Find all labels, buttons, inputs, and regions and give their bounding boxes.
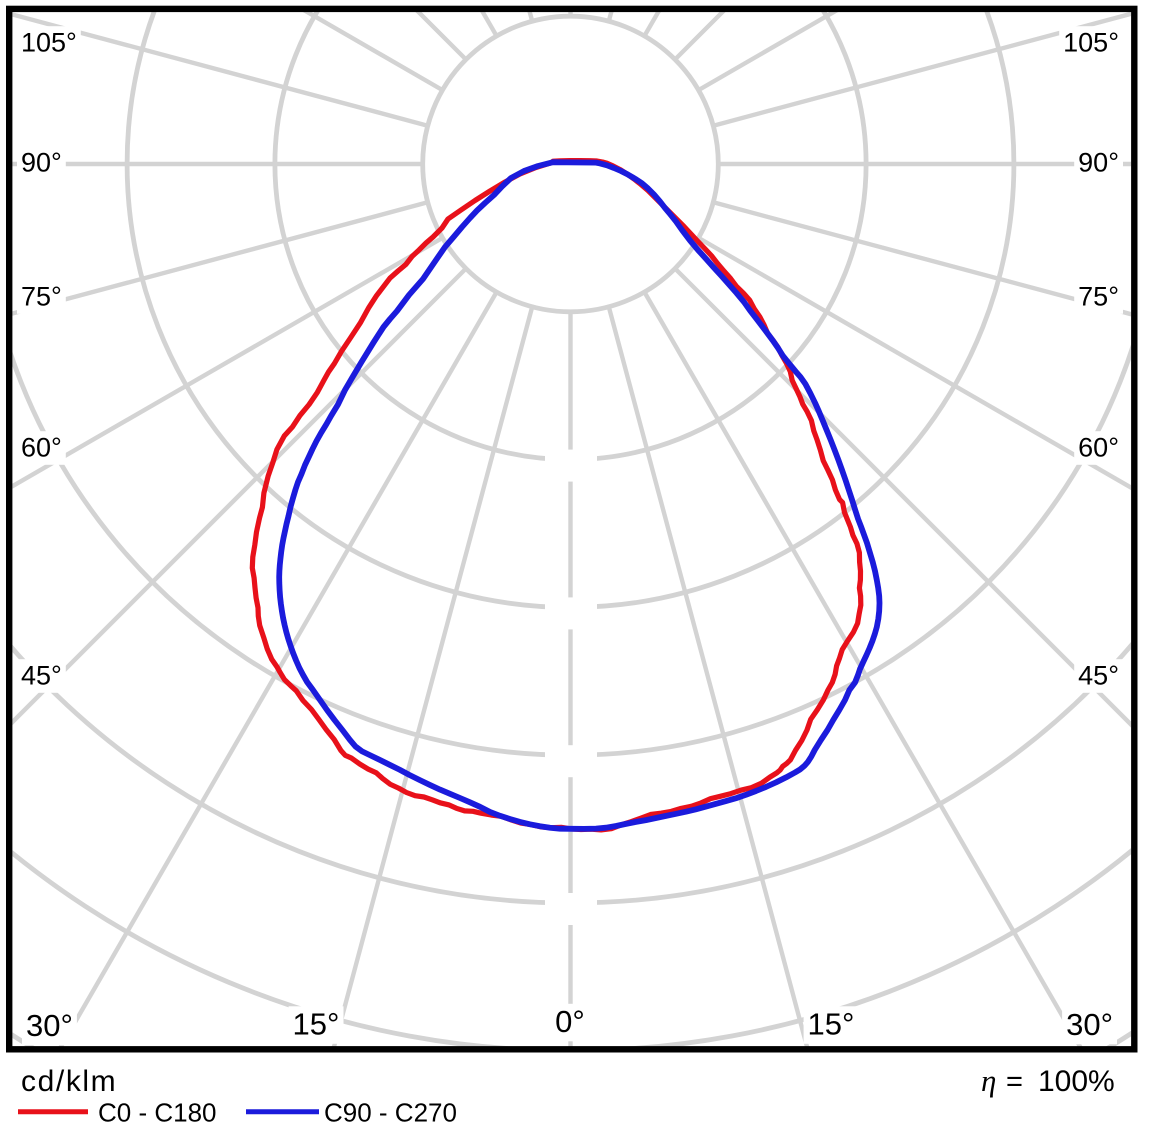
svg-text:cd/klm: cd/klm: [21, 1065, 117, 1098]
svg-text:45°: 45°: [21, 660, 62, 690]
svg-text:15°: 15°: [808, 1007, 855, 1042]
svg-text:=: =: [1006, 1066, 1023, 1098]
svg-text:C90 - C270: C90 - C270: [324, 1098, 457, 1128]
svg-text:105°: 105°: [21, 27, 77, 57]
svg-text:C0 - C180: C0 - C180: [98, 1098, 217, 1128]
svg-text:60°: 60°: [1078, 432, 1119, 462]
svg-text:15°: 15°: [293, 1007, 340, 1042]
svg-text:45°: 45°: [1078, 660, 1119, 690]
svg-text:75°: 75°: [21, 281, 62, 311]
svg-text:30°: 30°: [26, 1008, 73, 1043]
svg-text:60°: 60°: [21, 432, 62, 462]
svg-text:90°: 90°: [21, 147, 62, 177]
svg-text:30°: 30°: [1066, 1007, 1113, 1042]
svg-text:90°: 90°: [1078, 147, 1119, 177]
svg-text:100%: 100%: [1038, 1065, 1115, 1098]
svg-text:75°: 75°: [1078, 281, 1119, 311]
svg-text:0°: 0°: [555, 1004, 585, 1039]
svg-text:105°: 105°: [1063, 27, 1119, 57]
svg-text:η: η: [981, 1063, 996, 1098]
